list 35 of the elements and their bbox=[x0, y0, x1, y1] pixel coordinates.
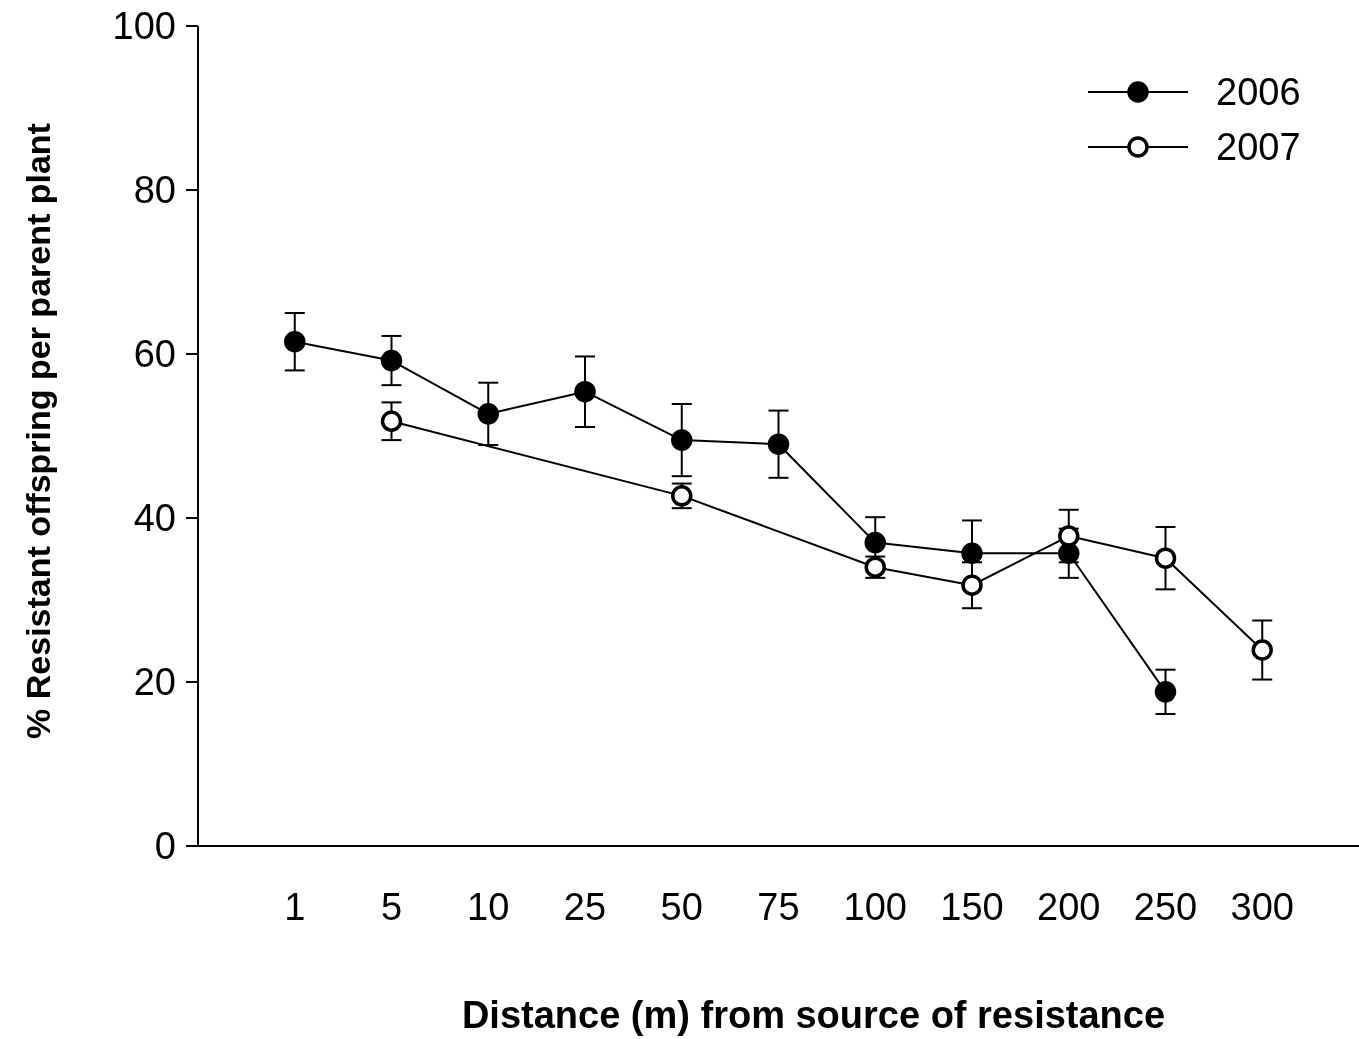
point bbox=[961, 542, 983, 565]
y-tick-label: 40 bbox=[133, 497, 176, 540]
x-tick-label: 100 bbox=[843, 886, 907, 928]
point bbox=[1251, 639, 1273, 661]
point bbox=[380, 410, 403, 432]
point bbox=[1058, 525, 1080, 547]
point bbox=[574, 380, 596, 403]
point bbox=[671, 429, 693, 451]
y-axis-title: % Resistant offspring per parent plant bbox=[19, 123, 57, 739]
x-tick-label: 250 bbox=[1133, 886, 1198, 928]
point bbox=[767, 433, 790, 455]
y-tick-label: 20 bbox=[133, 661, 176, 704]
point bbox=[961, 574, 983, 596]
x-tick-label: 50 bbox=[660, 886, 703, 928]
point bbox=[477, 403, 499, 425]
y-tick-label: 60 bbox=[133, 333, 176, 376]
point bbox=[1154, 681, 1177, 703]
y-tick-label: 80 bbox=[133, 169, 176, 212]
point bbox=[380, 349, 403, 372]
point bbox=[864, 531, 886, 554]
x-axis-title: Distance (m) from source of resistance bbox=[461, 994, 1166, 1036]
x-tick-label: 150 bbox=[940, 886, 1004, 928]
legend-label: 2007 bbox=[1216, 126, 1301, 169]
x-tick-label: 10 bbox=[467, 886, 510, 928]
y-tick-label: 0 bbox=[154, 825, 176, 868]
x-tick-label: 300 bbox=[1230, 886, 1294, 928]
x-tick-label: 75 bbox=[757, 886, 800, 928]
point bbox=[284, 330, 306, 353]
x-tick-label: 200 bbox=[1037, 886, 1101, 928]
legend-label: 2006 bbox=[1216, 71, 1301, 114]
point bbox=[1154, 547, 1177, 569]
x-tick-label: 25 bbox=[563, 886, 607, 928]
x-tick-label: 5 bbox=[380, 886, 403, 928]
x-tick-label: 1 bbox=[284, 886, 306, 928]
y-tick-label: 100 bbox=[112, 5, 176, 48]
